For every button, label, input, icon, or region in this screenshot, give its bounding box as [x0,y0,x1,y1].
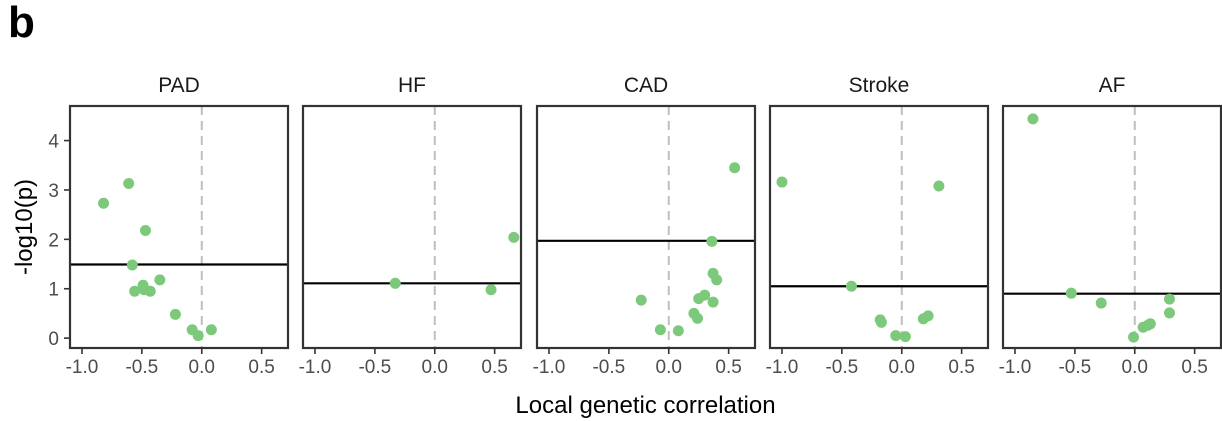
data-point-af-8 [1128,331,1140,343]
data-point-stroke-7 [890,330,902,342]
data-point-af-3 [1163,293,1175,305]
y-tick-label-2: 2 [48,230,59,251]
data-point-cad-0 [729,162,741,174]
data-point-cad-10 [654,324,666,336]
x-tick-label-stroke-0: -1.0 [766,357,799,378]
x-tick-label-hf-2: 0.0 [422,357,448,378]
data-point-pad-0 [98,197,110,209]
data-point-stroke-1 [933,180,945,192]
data-point-stroke-0 [776,176,788,188]
data-point-cad-6 [707,296,719,308]
x-tick-label-af-3: 0.5 [1181,357,1207,378]
data-point-pad-12 [205,324,217,336]
data-point-stroke-8 [899,331,911,343]
data-point-pad-4 [129,285,141,297]
panel-label: b [8,0,35,47]
y-tick-label-1: 1 [48,280,59,301]
data-point-cad-11 [672,325,684,337]
facet-title-pad: PAD [158,74,200,97]
data-point-hf-1 [485,284,497,296]
data-point-pad-11 [192,330,204,342]
x-tick-label-stroke-2: 0.0 [889,357,915,378]
data-point-stroke-4 [875,316,887,328]
data-point-cad-3 [711,274,723,286]
x-tick-label-hf-0: -1.0 [299,357,332,378]
facet-title-hf: HF [398,74,426,97]
data-point-pad-7 [144,285,156,297]
x-tick-label-cad-0: -1.0 [533,357,566,378]
facet-title-cad: CAD [624,74,668,97]
data-point-cad-9 [692,312,704,324]
panel-border-af [1001,104,1222,350]
panel-border-cad [535,104,757,350]
y-tick-label-4: 4 [48,132,59,153]
x-tick-label-af-0: -1.0 [999,357,1032,378]
facet-title-af: AF [1099,74,1126,97]
x-tick-label-pad-1: -0.5 [125,357,158,378]
y-axis-title: -log10(p) [11,179,38,275]
data-point-cad-1 [706,235,718,247]
panel-border-pad [68,104,290,350]
y-tick-label-3: 3 [48,181,59,202]
data-point-pad-1 [123,178,135,190]
data-point-stroke-6 [922,310,934,322]
x-tick-label-pad-3: 0.5 [248,357,274,378]
data-point-af-7 [1137,321,1149,333]
data-point-hf-0 [389,277,401,289]
x-tick-label-stroke-1: -0.5 [825,357,858,378]
data-point-pad-9 [169,308,181,320]
x-tick-label-cad-2: 0.0 [656,357,682,378]
data-point-pad-8 [154,274,166,286]
data-point-cad-5 [693,293,705,305]
x-tick-label-af-2: 0.0 [1122,357,1148,378]
data-point-stroke-2 [845,280,857,292]
x-tick-label-hf-3: 0.5 [481,357,507,378]
x-tick-label-hf-1: -0.5 [358,357,391,378]
y-tick-label-0: 0 [48,329,59,350]
panel-border-stroke [768,104,990,350]
panel-border-hf [301,104,523,350]
data-point-hf-2 [508,231,520,243]
data-point-af-2 [1095,297,1107,309]
x-axis-title: Local genetic correlation [515,392,775,419]
data-point-af-1 [1065,287,1077,299]
data-point-pad-3 [126,259,138,271]
facet-title-stroke: Stroke [849,74,910,97]
data-point-af-0 [1027,113,1039,125]
x-tick-label-cad-3: 0.5 [715,357,741,378]
x-tick-label-stroke-3: 0.5 [948,357,974,378]
data-point-cad-7 [635,294,647,306]
data-point-af-4 [1163,307,1175,319]
x-tick-label-pad-0: -1.0 [66,357,99,378]
data-point-pad-2 [139,224,151,236]
x-tick-label-cad-1: -0.5 [592,357,625,378]
x-tick-label-af-1: -0.5 [1058,357,1091,378]
x-tick-label-pad-2: 0.0 [189,357,215,378]
